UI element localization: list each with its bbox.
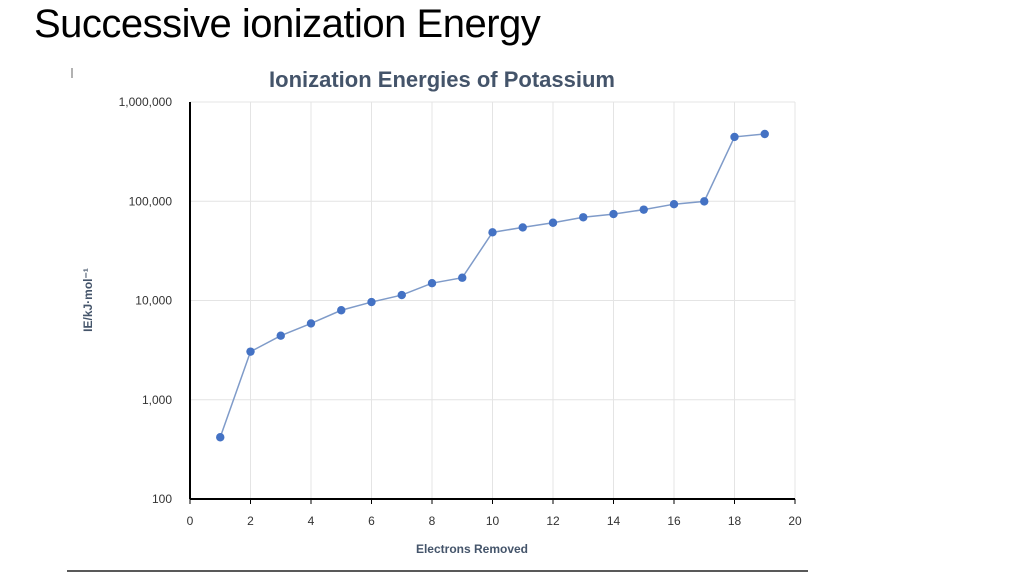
y-tick-label: 1,000	[142, 393, 172, 407]
x-tick-label: 20	[788, 514, 802, 528]
data-point	[760, 129, 769, 139]
data-point	[548, 218, 558, 227]
data-point	[579, 213, 588, 222]
slide-title: Successive ionization Energy	[34, 2, 541, 46]
x-tick-label: 18	[728, 514, 742, 528]
data-point	[367, 297, 376, 307]
data-point	[609, 209, 618, 219]
data-point	[730, 132, 739, 142]
x-tick-label: 14	[607, 514, 621, 528]
y-tick-label: 1,000,000	[119, 95, 173, 109]
data-point	[488, 228, 497, 237]
x-tick-label: 2	[247, 514, 254, 528]
x-axis-label: Electrons Removed	[416, 542, 528, 556]
data-point	[639, 205, 648, 214]
x-tick-label: 16	[667, 514, 681, 528]
data-point	[306, 319, 316, 328]
y-tick-label: 100,000	[129, 194, 173, 208]
x-tick-label: 12	[546, 514, 560, 528]
data-point	[518, 223, 527, 232]
data-point	[427, 278, 437, 288]
x-tick-label: 4	[308, 514, 315, 528]
x-tick-label: 8	[429, 514, 436, 528]
data-point	[397, 290, 406, 300]
x-tick-label: 0	[187, 514, 194, 528]
x-tick-label: 10	[486, 514, 500, 528]
chart-title: Ionization Energies of Potassium	[269, 67, 615, 92]
data-point	[700, 197, 709, 206]
y-tick-label: 100	[152, 492, 172, 506]
y-axis-label: IE/kJ·mol⁻¹	[81, 268, 95, 332]
data-point	[246, 347, 255, 356]
data-point	[216, 433, 225, 442]
x-tick-label: 6	[368, 514, 375, 528]
data-point	[458, 273, 467, 282]
data-point	[337, 306, 346, 315]
y-tick-label: 10,000	[135, 294, 172, 308]
data-point	[669, 199, 679, 209]
data-point	[276, 331, 285, 340]
